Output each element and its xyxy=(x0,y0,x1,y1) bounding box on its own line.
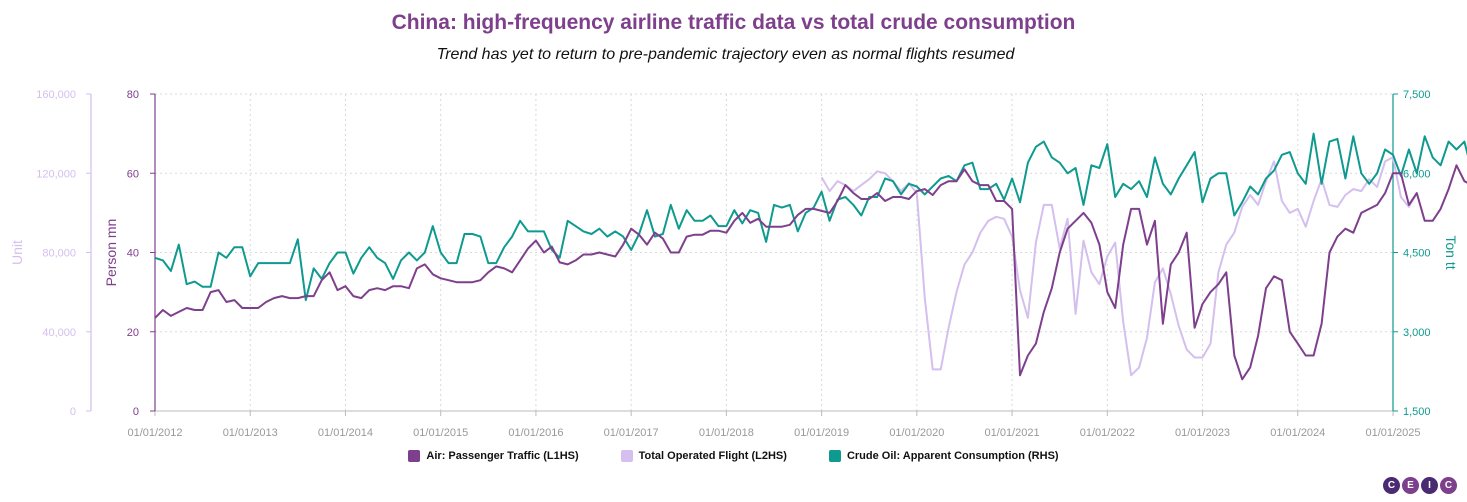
legend-label-passenger-traffic: Air: Passenger Traffic (L1HS) xyxy=(426,450,579,462)
y-axis-title-l2: Unit xyxy=(9,240,25,265)
legend-label-crude-consumption: Crude Oil: Apparent Consumption (RHS) xyxy=(846,450,1059,462)
legend-item-passenger-traffic[interactable]: Air: Passenger Traffic (L1HS) xyxy=(408,450,579,462)
x-tick-label: 01/01/2018 xyxy=(699,427,754,439)
y-axis-title-r: Ton tt xyxy=(1443,235,1459,269)
chart-subtitle: Trend has yet to return to pre-pandemic … xyxy=(436,46,1015,63)
y-tick-label-l1: 0 xyxy=(133,406,139,418)
x-tick-label: 01/01/2020 xyxy=(889,427,944,439)
series-line-air-passenger-traffic-l1hs xyxy=(154,164,1467,381)
x-tick-label: 01/01/2016 xyxy=(508,427,563,439)
legend-swatch-crude-consumption xyxy=(828,450,841,462)
x-tick-label: 01/01/2025 xyxy=(1365,427,1420,439)
x-tick-label: 01/01/2014 xyxy=(318,427,373,439)
x-tick-label: 01/01/2024 xyxy=(1270,427,1325,439)
x-tick-label: 01/01/2013 xyxy=(223,427,278,439)
y-tick-label-l1: 40 xyxy=(127,248,139,260)
y-tick-label-l2: 160,000 xyxy=(36,89,76,101)
logo-letter: C xyxy=(1383,477,1400,494)
y-tick-label-l1: 60 xyxy=(127,168,139,180)
y-tick-label-r: 1,500 xyxy=(1403,406,1431,418)
x-tick-label: 01/01/2017 xyxy=(604,427,659,439)
y-tick-label-l1: 20 xyxy=(127,327,139,339)
legend-label-operated-flight: Total Operated Flight (L2HS) xyxy=(638,450,787,462)
logo-letter: I xyxy=(1421,477,1438,494)
logo-letter: E xyxy=(1402,477,1419,494)
chart-title: China: high-frequency airline traffic da… xyxy=(391,11,1076,34)
x-tick-label: 01/01/2015 xyxy=(413,427,468,439)
y-tick-label-l2: 40,000 xyxy=(42,327,76,339)
y-tick-label-l2: 120,000 xyxy=(36,168,76,180)
x-tick-label: 01/01/2023 xyxy=(1175,427,1230,439)
y-tick-label-l1: 80 xyxy=(127,89,139,101)
y-tick-label-l2: 80,000 xyxy=(42,248,76,260)
x-tick-label: 01/01/2022 xyxy=(1080,427,1135,439)
y-tick-label-r: 7,500 xyxy=(1403,89,1431,101)
x-tick-label: 01/01/2019 xyxy=(794,427,849,439)
y-tick-label-r: 3,000 xyxy=(1403,327,1431,339)
legend-item-crude-consumption[interactable]: Crude Oil: Apparent Consumption (RHS) xyxy=(828,450,1059,462)
ceic-logo: C E I C xyxy=(1383,477,1457,494)
legend-item-operated-flight[interactable]: Total Operated Flight (L2HS) xyxy=(620,450,787,462)
x-tick-label: 01/01/2012 xyxy=(127,427,182,439)
y-axis-title-l1: Person mn xyxy=(103,219,119,287)
y-tick-label-l2: 0 xyxy=(70,406,76,418)
series-line-crude-oil-apparent-consumption-rhs xyxy=(154,132,1467,302)
logo-letter: C xyxy=(1440,477,1457,494)
legend-swatch-passenger-traffic xyxy=(408,450,421,462)
chart-legend: Air: Passenger Traffic (L1HS) Total Oper… xyxy=(0,450,1467,462)
y-tick-label-r: 4,500 xyxy=(1403,248,1431,260)
x-tick-label: 01/01/2021 xyxy=(985,427,1040,439)
legend-swatch-operated-flight xyxy=(620,450,633,462)
